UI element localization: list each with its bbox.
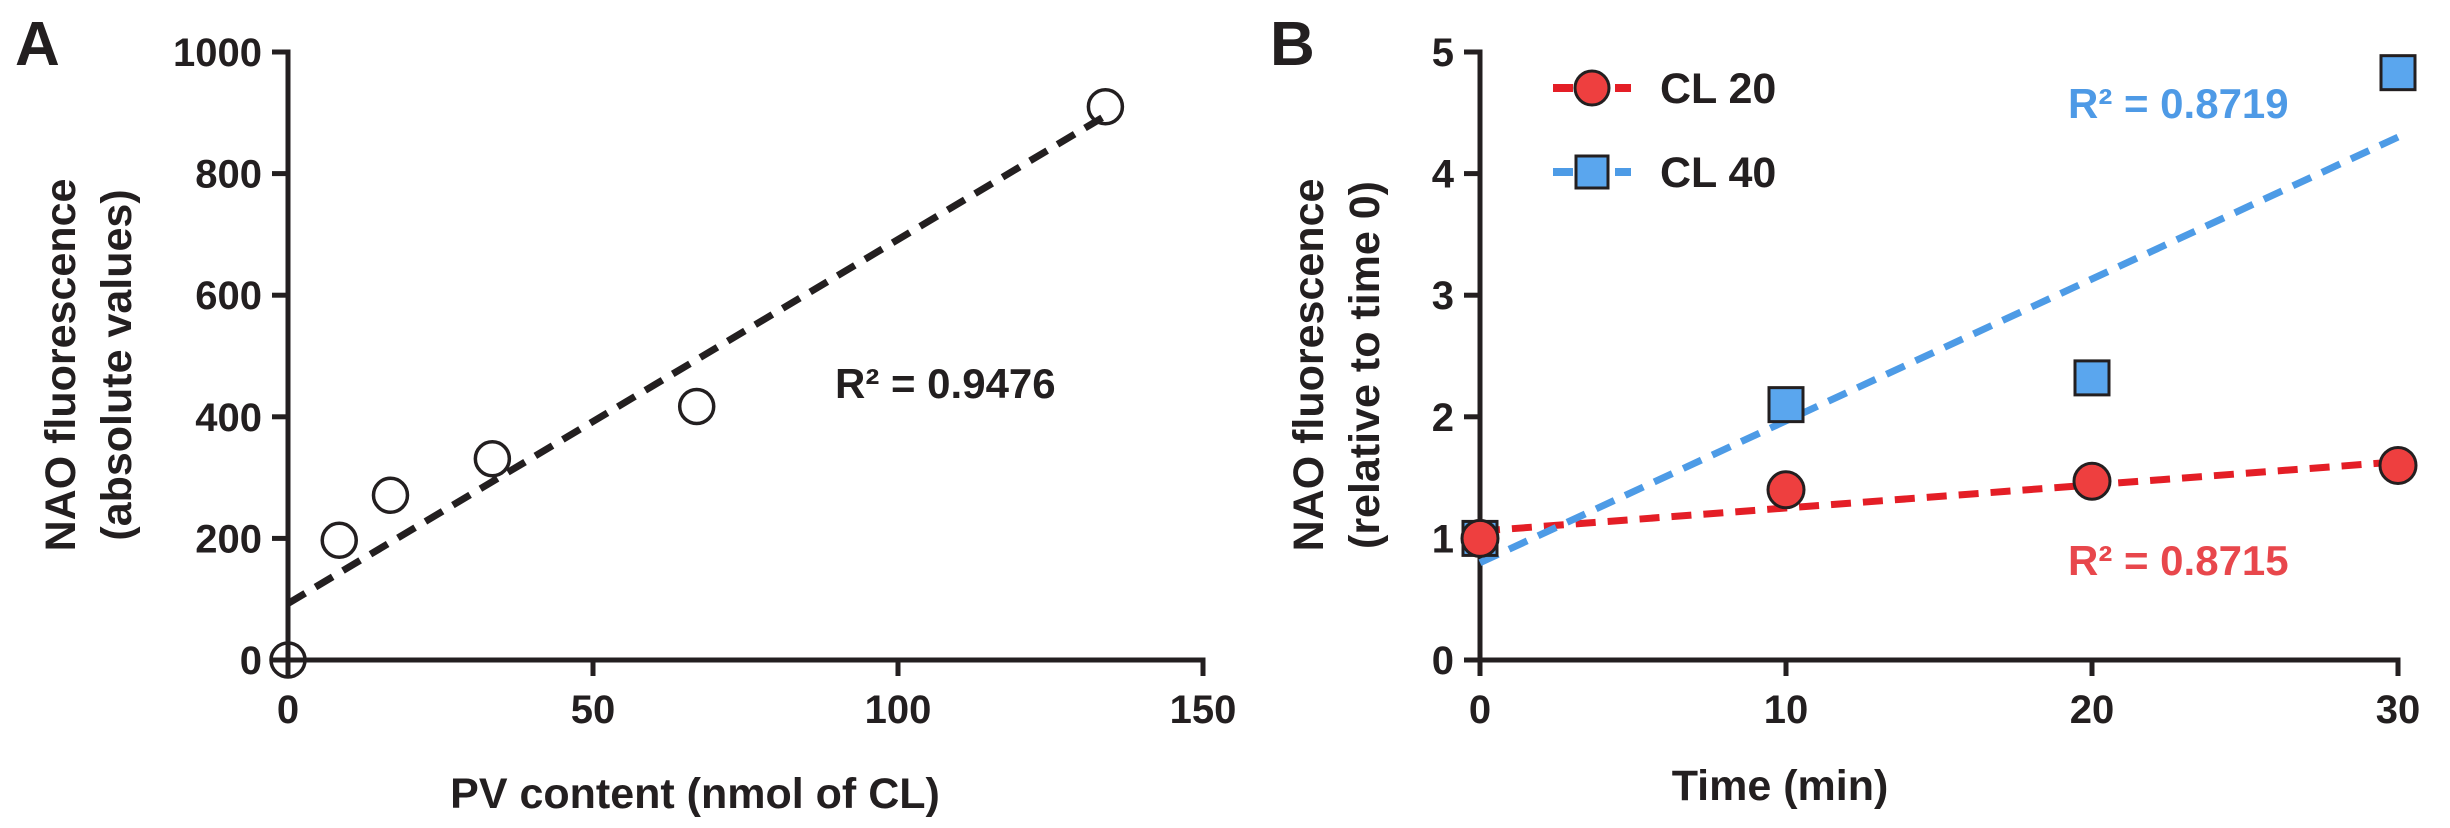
panel-b-y-tick-label: 3 xyxy=(1432,274,1454,318)
legend-cl20-label: CL 20 xyxy=(1660,65,1776,113)
panel-a-axes: 0 50 100 150 0 200 400 600 800 1000 xyxy=(173,31,1236,732)
cl40-r2-annotation: R² = 0.8719 xyxy=(2068,80,2289,127)
panel-b: B 0 10 20 30 0 1 2 3 4 5 Time (min) NAO fluoresce… xyxy=(1270,10,2420,810)
panel-b-y-tick-label: 2 xyxy=(1432,396,1454,440)
panel-a-x-tick-label: 0 xyxy=(277,688,299,732)
legend-item-cl20: CL 20 xyxy=(1553,65,1776,113)
panel-a-y-axis-title-line1: NAO fluorescence xyxy=(37,179,85,552)
legend-item-cl40: CL 40 xyxy=(1553,149,1776,197)
panel-a-data-point xyxy=(677,387,716,426)
cl40-data-point xyxy=(1767,386,1805,424)
legend-cl40-marker xyxy=(1574,154,1610,190)
panel-b-y-tick-label: 4 xyxy=(1432,153,1455,197)
cl40-data-point xyxy=(2379,54,2417,92)
panel-a-y-tick-label: 400 xyxy=(195,396,262,440)
panel-a-data-point xyxy=(320,521,358,559)
panel-b-x-tick-label: 10 xyxy=(1764,688,1809,732)
panel-b-x-axis-title: Time (min) xyxy=(1672,762,1889,810)
panel-a-label: A xyxy=(15,10,60,79)
panel-a-points xyxy=(269,87,1125,679)
cl20-data-point xyxy=(1766,470,1806,510)
panel-a-x-axis-title: PV content (nmol of CL) xyxy=(450,770,940,818)
panel-b-x-tick-label: 0 xyxy=(1469,688,1491,732)
panel-b-y-axis-title-line1: NAO fluorescence xyxy=(1285,179,1333,552)
legend-cl40-label: CL 40 xyxy=(1660,149,1776,197)
panel-b-y-tick-label: 1 xyxy=(1432,517,1454,561)
cl20-data-point xyxy=(2378,445,2418,485)
panel-a-y-tick-label: 200 xyxy=(195,517,262,561)
panel-a-x-tick-label: 50 xyxy=(571,688,616,732)
panel-b-y-axis-title-line2: (relative to time 0) xyxy=(1341,181,1389,549)
cl40-data-point xyxy=(2073,359,2111,397)
panel-b-x-tick-label: 20 xyxy=(2070,688,2115,732)
cl20-data-point xyxy=(2072,461,2112,501)
panel-b-axes: 0 10 20 30 0 1 2 3 4 5 xyxy=(1432,31,2421,732)
panel-b-x-tick-label: 30 xyxy=(2376,688,2421,732)
panel-a-r2-annotation: R² = 0.9476 xyxy=(835,360,1056,407)
cl20-data-point xyxy=(1460,518,1500,558)
panel-a-y-tick-label: 1000 xyxy=(173,31,262,75)
panel-a-y-tick-label: 800 xyxy=(195,153,262,197)
panel-b-y-tick-label: 0 xyxy=(1432,639,1454,683)
panel-a-x-tick-label: 100 xyxy=(865,688,932,732)
panel-a-data-point xyxy=(473,440,512,478)
legend-cl20-marker xyxy=(1573,69,1611,107)
panel-a-y-tick-label: 600 xyxy=(195,274,262,318)
cl40-trendline xyxy=(1478,133,2400,566)
panel-b-points xyxy=(1460,54,2418,558)
panel-b-legend: CL 20 CL 40 xyxy=(1553,65,1776,197)
panel-b-y-tick-label: 5 xyxy=(1432,31,1454,75)
panel-a-x-tick-label: 150 xyxy=(1170,688,1237,732)
panel-a-data-point xyxy=(269,641,307,679)
cl20-trendline xyxy=(1479,458,2399,535)
panel-b-label: B xyxy=(1270,10,1315,79)
panel-a-data-point xyxy=(371,476,410,514)
panel-a: A 0 50 100 150 0 200 400 600 800 1000 PV content … xyxy=(15,10,1236,818)
cl20-r2-annotation: R² = 0.8715 xyxy=(2068,537,2289,584)
panel-a-y-tick-label: 0 xyxy=(240,639,262,683)
panel-a-y-axis-title-line2: (absolute values) xyxy=(93,189,141,540)
panel-a-data-point xyxy=(1086,87,1125,126)
panel-b-trendlines xyxy=(1478,133,2400,566)
